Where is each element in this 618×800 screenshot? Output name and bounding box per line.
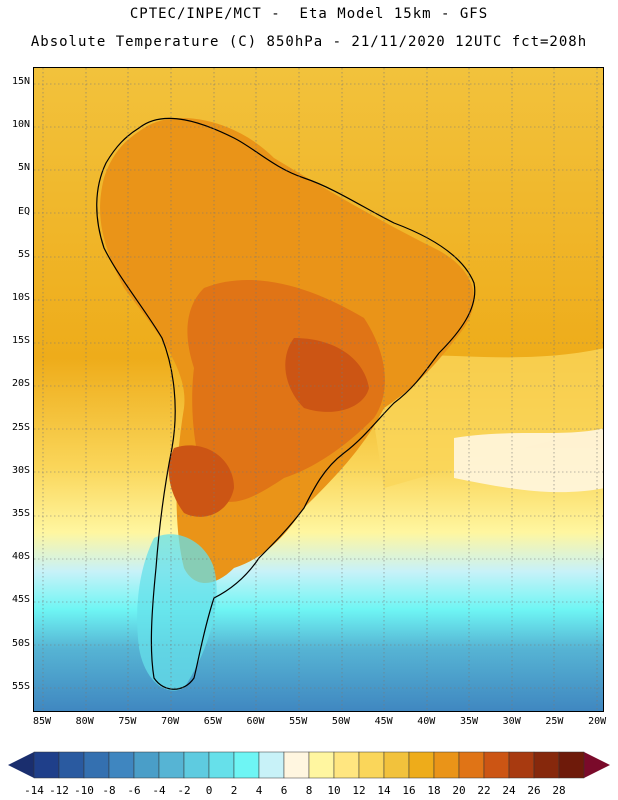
colorbar-label: 24	[502, 784, 516, 797]
lon-label: 80W	[75, 716, 94, 727]
colorbar-swatch	[133, 751, 160, 779]
chart-title-line2: Absolute Temperature (C) 850hPa - 21/11/…	[30, 34, 588, 50]
colorbar-swatch	[58, 751, 85, 779]
lon-label: 35W	[459, 716, 479, 727]
temperature-map	[33, 67, 604, 712]
colorbar-swatch	[308, 751, 335, 779]
colorbar-swatch	[433, 751, 460, 779]
lat-label: 30S	[11, 464, 30, 476]
lon-label: 65W	[203, 716, 222, 727]
colorbar-swatch	[533, 751, 560, 779]
hot-spot-south	[168, 445, 234, 517]
colorbar-swatch	[333, 751, 360, 779]
colorbar-label: -2	[177, 784, 191, 797]
colorbar-label: 16	[402, 784, 416, 797]
lon-label: 50W	[331, 716, 350, 727]
lon-label: 75W	[118, 716, 137, 727]
lon-label: 25W	[545, 716, 564, 727]
colorbar-label: 2	[230, 784, 238, 797]
south-america-outline	[96, 117, 476, 690]
lat-label: 10N	[11, 119, 30, 131]
lat-label: EQ	[17, 205, 30, 217]
colorbar-label: 26	[527, 784, 541, 797]
lat-label: 50S	[11, 637, 30, 649]
colorbar-swatch	[83, 751, 110, 779]
colorbar-label: 8	[305, 784, 313, 797]
colorbar-label: 10	[327, 784, 341, 797]
lat-label: 25S	[11, 421, 30, 433]
hot-spot-east	[285, 338, 369, 412]
lat-label: 15N	[11, 76, 30, 87]
colorbar-label: 22	[477, 784, 491, 797]
colorbar-label: 28	[552, 784, 566, 797]
colorbar-swatch	[108, 751, 135, 779]
lon-label: 70W	[161, 716, 180, 727]
atlantic-band	[364, 348, 603, 488]
continent-hot-core	[187, 279, 385, 502]
colorbar-swatch	[158, 751, 185, 779]
colorbar-label: -6	[127, 784, 141, 797]
lat-label: 5S	[17, 248, 30, 260]
colorbar-swatch	[233, 751, 260, 779]
colorbar-label: -8	[102, 784, 116, 797]
colorbar-swatch	[33, 751, 60, 779]
colorbar-label: 20	[452, 784, 466, 797]
lat-label: 40S	[11, 551, 30, 563]
colorbar-swatch	[558, 751, 585, 779]
colorbar	[8, 751, 610, 779]
atlantic-cool-patch	[454, 428, 603, 493]
colorbar-label: -14	[24, 784, 44, 797]
chart-title-line1: CPTEC/INPE/MCT - Eta Model 15km - GFS	[129, 6, 489, 22]
lon-label: 40W	[417, 716, 436, 727]
lat-label: 35S	[11, 508, 30, 519]
colorbar-swatch	[183, 751, 210, 779]
lat-label: 5N	[17, 162, 30, 174]
colorbar-label: 4	[255, 784, 263, 797]
lon-label: 20W	[588, 716, 607, 727]
colorbar-swatch	[208, 751, 235, 779]
lon-label: 30W	[502, 716, 521, 727]
lon-label: 60W	[246, 716, 265, 727]
graticule	[34, 68, 603, 711]
colorbar-swatch	[408, 751, 435, 779]
colorbar-swatch	[283, 751, 310, 779]
colorbar-swatch	[483, 751, 510, 779]
colorbar-swatch	[508, 751, 535, 779]
colorbar-swatch	[383, 751, 410, 779]
colorbar-right-arrow	[584, 752, 610, 778]
colorbar-swatch	[358, 751, 385, 779]
lon-label: 45W	[374, 716, 393, 727]
lon-label: 55W	[289, 716, 308, 727]
colorbar-label: -4	[152, 784, 166, 797]
colorbar-label: -12	[49, 784, 69, 797]
lat-label: 10S	[11, 292, 30, 303]
colorbar-label: -10	[74, 784, 94, 797]
map-canvas	[34, 68, 603, 711]
lat-label: 15S	[11, 335, 30, 347]
colorbar-label: 18	[427, 784, 441, 797]
lat-label: 55S	[11, 680, 30, 692]
colorbar-label: 6	[280, 784, 288, 797]
colorbar-left-arrow	[8, 752, 34, 778]
lat-label: 20S	[11, 378, 30, 390]
lat-label: 45S	[11, 594, 30, 606]
patagonia-cool-field	[137, 534, 217, 691]
lon-label: 85W	[32, 716, 52, 727]
colorbar-swatch	[258, 751, 285, 779]
colorbar-swatch	[458, 751, 485, 779]
colorbar-label: 12	[352, 784, 366, 797]
colorbar-label: 14	[377, 784, 391, 797]
colorbar-label: 0	[205, 784, 213, 797]
